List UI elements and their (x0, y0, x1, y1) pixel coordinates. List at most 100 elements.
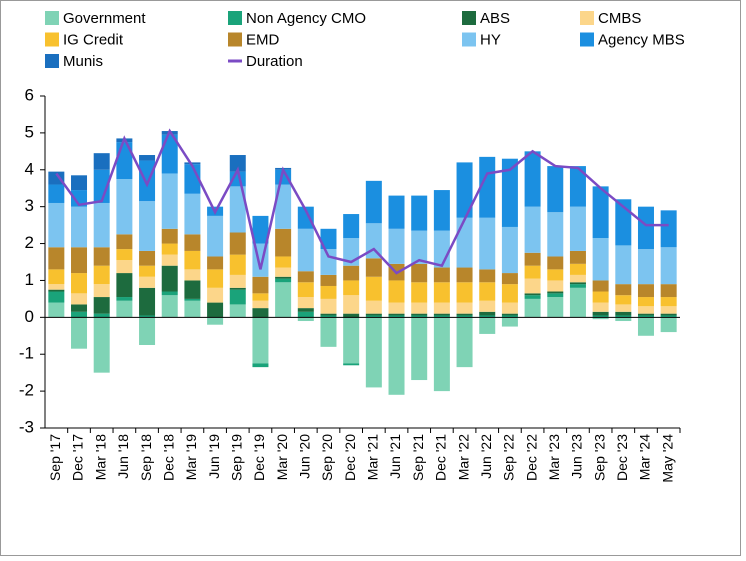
bar-segment (592, 317, 609, 320)
duration-line (55, 128, 669, 275)
y-tick-label: 4 (25, 159, 34, 178)
bar-segment (637, 317, 654, 336)
bar-segment (569, 263, 586, 275)
bar-segment (161, 265, 178, 292)
bar-segment (637, 315, 654, 318)
bar-segment (637, 249, 654, 285)
bar-segment (275, 267, 292, 277)
bar-segment (71, 311, 88, 318)
x-tick-label: Mar '19 (183, 434, 199, 480)
bar-segment (388, 302, 405, 314)
bar-segment (637, 313, 654, 316)
bar-segment (569, 284, 586, 288)
bar-segment (184, 269, 201, 281)
bar-segment (569, 287, 586, 318)
bar-segment (547, 293, 564, 298)
bar-segment (297, 228, 314, 272)
bar-segment (501, 313, 518, 316)
bar-segment (71, 247, 88, 274)
bar-segment (479, 217, 496, 270)
bar-segment (365, 180, 382, 224)
x-tick-label: May '24 (659, 434, 675, 483)
bar-segment (184, 162, 201, 165)
bar-segment (207, 256, 224, 270)
legend-swatch (462, 32, 476, 47)
bar-segment (297, 206, 314, 229)
bar-segment (297, 297, 314, 309)
bar-segment (660, 284, 677, 298)
bar-segment (388, 228, 405, 264)
bar-segment (365, 300, 382, 314)
bar-segment (592, 291, 609, 303)
bar-segment (524, 206, 541, 253)
x-tick-label: Sep '18 (138, 434, 154, 481)
bar-segment (207, 317, 224, 325)
bar-segment (365, 258, 382, 277)
bar-segment (252, 300, 269, 309)
bar-segment (93, 153, 110, 170)
bar-segment (660, 210, 677, 248)
bar-segment (116, 300, 133, 318)
y-tick-label: 2 (25, 233, 34, 252)
bar-segment (93, 313, 110, 318)
bar-segment (252, 317, 269, 364)
bar-segment (93, 265, 110, 285)
bar-segment (343, 313, 360, 318)
bar-segment (615, 284, 632, 296)
bar-segment (411, 195, 428, 231)
bar-segment (320, 313, 337, 316)
bar-segment (297, 311, 314, 318)
bar-segment (343, 280, 360, 296)
bar-segment (547, 269, 564, 281)
bar-segment (660, 247, 677, 285)
legend-swatch (45, 11, 59, 25)
bar-segment (320, 249, 337, 275)
x-tick-label: Dec '23 (614, 434, 630, 481)
bar-segment (48, 202, 65, 248)
bar-segment (184, 234, 201, 251)
legend-label: Non Agency CMO (246, 10, 366, 27)
bar-segment (139, 287, 156, 316)
bar-segment (297, 282, 314, 298)
bar-segment (479, 315, 496, 318)
bar-segment (343, 265, 360, 281)
bar-segment (139, 250, 156, 266)
bar-segment (660, 313, 677, 316)
bar-segment (93, 284, 110, 298)
bar-segment (71, 273, 88, 294)
x-tick-label: Jun '20 (297, 434, 313, 479)
bar-segment (615, 317, 632, 322)
bar-segment (524, 252, 541, 266)
bar-segment (275, 282, 292, 318)
bar-segment (252, 308, 269, 318)
bar-segment (524, 278, 541, 294)
bar-segment (365, 276, 382, 301)
bar-segment (71, 304, 88, 312)
bar-segment (411, 315, 428, 318)
bar-segment (388, 195, 405, 229)
bar-segment (229, 289, 246, 305)
bar-segment (411, 317, 428, 381)
bar-segment (343, 363, 360, 366)
bar-segment (456, 315, 473, 318)
bar-segment (48, 184, 65, 203)
bar-segment (411, 263, 428, 283)
x-tick-label: Mar '24 (637, 434, 653, 480)
bar-segment (229, 186, 246, 233)
bar-segment (139, 276, 156, 288)
x-tick-label: Dec '20 (342, 434, 358, 481)
legend-swatch (45, 32, 59, 47)
bar-segment (275, 276, 292, 279)
bar-segment (320, 317, 337, 347)
bar-segment (207, 215, 224, 257)
bar-segment (252, 276, 269, 294)
bar-segment (592, 311, 609, 316)
x-tick-label: Sep '22 (501, 434, 517, 481)
bar-segment (456, 282, 473, 303)
bar-segment (161, 295, 178, 318)
bar-segment (456, 302, 473, 314)
bar-segment (116, 297, 133, 301)
x-tick-label: Dec '21 (433, 434, 449, 481)
y-tick-label: 6 (25, 85, 34, 104)
bar-segment (433, 313, 450, 316)
